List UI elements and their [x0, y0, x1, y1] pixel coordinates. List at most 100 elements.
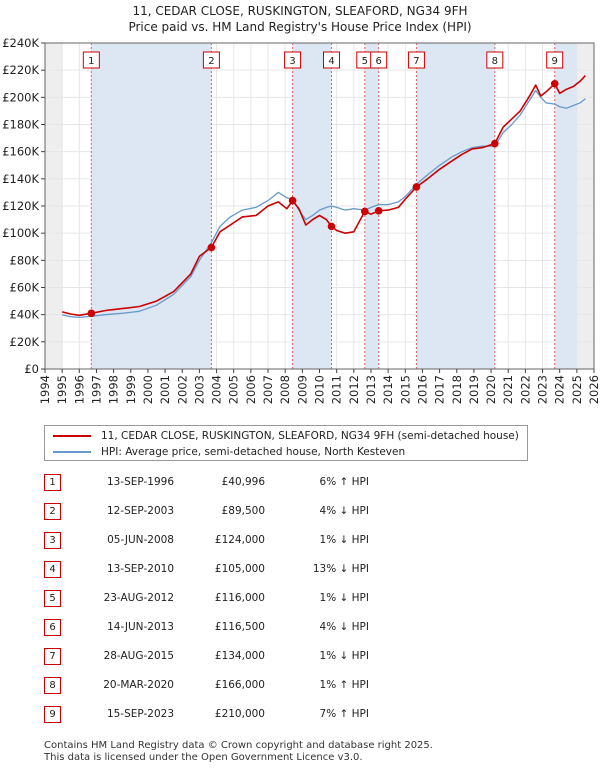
sale-label-box: [370, 51, 388, 69]
sale-price: £210,000: [214, 708, 265, 720]
y-tick-label: £120K: [2, 199, 39, 213]
sale-hpi-diff: 1% ↑ HPI: [319, 679, 369, 691]
sale-hpi-diff: 1% ↓ HPI: [319, 534, 369, 546]
table-row: 8 20-MAR-2020 £166,000 1% ↑ HPI: [44, 677, 474, 694]
sale-price: £166,000: [214, 679, 265, 691]
x-tick-label: 2020: [484, 375, 498, 404]
sale-point: [327, 222, 336, 231]
sale-date: 28-AUG-2015: [103, 650, 174, 662]
sale-label: 3: [289, 56, 295, 67]
sale-label: 7: [413, 56, 419, 67]
sale-label: 4: [328, 56, 334, 67]
sale-number-badge: 7: [44, 648, 61, 665]
table-row: 7 28-AUG-2015 £134,000 1% ↓ HPI: [44, 648, 474, 665]
x-tick-label: 2013: [364, 375, 378, 404]
attribution-footer: Contains HM Land Registry data © Crown c…: [44, 740, 433, 764]
x-tick-label: 2024: [553, 375, 567, 404]
sale-point: [87, 309, 96, 318]
table-row: 6 14-JUN-2013 £116,500 4% ↓ HPI: [44, 619, 474, 636]
y-tick-label: £220K: [2, 63, 39, 77]
property-price-line: [62, 75, 586, 317]
y-tick-label: £100K: [2, 226, 39, 240]
x-tick-label: 2017: [433, 375, 447, 404]
sale-point: [288, 196, 297, 205]
x-tick-label: 1994: [38, 375, 52, 404]
sale-price: £124,000: [214, 534, 265, 546]
sale-hpi-diff: 6% ↑ HPI: [319, 476, 369, 488]
y-tick-label: £60K: [10, 281, 40, 295]
sale-label: 1: [88, 56, 94, 67]
x-tick-label: 2007: [261, 375, 275, 404]
sale-price: £116,000: [214, 592, 265, 604]
sale-date: 13-SEP-1996: [106, 476, 174, 488]
y-tick-label: £0: [24, 362, 39, 376]
sale-point: [550, 79, 559, 88]
sale-point: [412, 183, 421, 191]
table-row: 3 05-JUN-2008 £124,000 1% ↓ HPI: [44, 532, 474, 549]
table-row: 5 23-AUG-2012 £116,000 1% ↓ HPI: [44, 590, 474, 607]
x-tick-label: 1996: [72, 375, 86, 404]
x-tick-label: 1998: [107, 375, 121, 404]
sale-point: [374, 206, 383, 215]
x-tick-label: 2014: [381, 375, 395, 404]
x-tick-label: 2005: [227, 375, 241, 404]
sale-number-badge: 4: [44, 561, 61, 578]
footer-copyright: Contains HM Land Registry data © Crown c…: [44, 740, 433, 751]
table-row: 4 13-SEP-2010 £105,000 13% ↓ HPI: [44, 561, 474, 578]
sale-label-box: [546, 51, 564, 69]
legend-label-hpi: HPI: Average price, semi-detached house,…: [101, 446, 406, 458]
y-tick-label: £160K: [2, 145, 39, 159]
x-tick-label: 2018: [450, 375, 464, 404]
sale-hpi-diff: 7% ↑ HPI: [319, 708, 369, 720]
sale-date: 13-SEP-2010: [106, 563, 174, 575]
sale-label-box: [82, 51, 100, 69]
chart-subtitle: Price paid vs. HM Land Registry's House …: [128, 20, 472, 34]
y-tick-label: £20K: [10, 335, 40, 349]
x-tick-label: 2015: [398, 375, 412, 404]
sale-price: £116,500: [214, 621, 265, 633]
sale-price: £89,500: [221, 505, 265, 517]
x-tick-label: 2026: [587, 375, 600, 404]
sale-label: 2: [208, 56, 214, 67]
sale-label: 6: [376, 56, 382, 67]
sale-period-shade: [416, 43, 495, 369]
chart-legend: 11, CEDAR CLOSE, RUSKINGTON, SLEAFORD, N…: [44, 425, 528, 461]
table-row: 2 12-SEP-2003 £89,500 4% ↓ HPI: [44, 503, 474, 520]
sale-label-box: [323, 51, 341, 69]
x-tick-label: 2012: [347, 375, 361, 404]
x-tick-label: 1995: [55, 375, 69, 404]
sale-point: [360, 207, 369, 216]
sale-period-shade: [91, 43, 212, 369]
sale-label: 8: [492, 56, 498, 67]
x-tick-label: 2003: [192, 375, 206, 404]
sale-date: 20-MAR-2020: [103, 679, 174, 691]
sale-price: £134,000: [214, 650, 265, 662]
y-tick-label: £200K: [2, 90, 39, 104]
x-tick-label: 2022: [518, 375, 532, 404]
sale-label-box: [486, 51, 504, 69]
y-tick-label: £80K: [10, 253, 40, 267]
table-row: 1 13-SEP-1996 £40,996 6% ↑ HPI: [44, 474, 474, 491]
chart-title: 11, CEDAR CLOSE, RUSKINGTON, SLEAFORD, N…: [132, 4, 468, 18]
x-tick-label: 2004: [210, 375, 224, 404]
sale-label-box: [407, 51, 425, 69]
sale-label-box: [284, 51, 302, 69]
footer-licence: This data is licensed under the Open Gov…: [44, 752, 363, 763]
x-tick-label: 2025: [570, 375, 584, 404]
x-tick-label: 2023: [536, 375, 550, 404]
sale-hpi-diff: 4% ↓ HPI: [319, 505, 369, 517]
sale-number-badge: 1: [44, 474, 61, 491]
x-tick-label: 2021: [501, 375, 515, 404]
sale-date: 23-AUG-2012: [103, 592, 174, 604]
sale-number-badge: 8: [44, 677, 61, 694]
sale-hpi-diff: 13% ↓ HPI: [312, 563, 369, 575]
sale-date: 15-SEP-2023: [106, 708, 174, 720]
y-tick-label: £40K: [10, 308, 40, 322]
sale-number-badge: 9: [44, 706, 61, 723]
legend-swatch-property: [53, 435, 91, 437]
legend-label-property: 11, CEDAR CLOSE, RUSKINGTON, SLEAFORD, N…: [101, 430, 519, 442]
sale-date: 14-JUN-2013: [107, 621, 174, 633]
sale-date: 12-SEP-2003: [106, 505, 174, 517]
sale-label-box: [202, 51, 220, 69]
